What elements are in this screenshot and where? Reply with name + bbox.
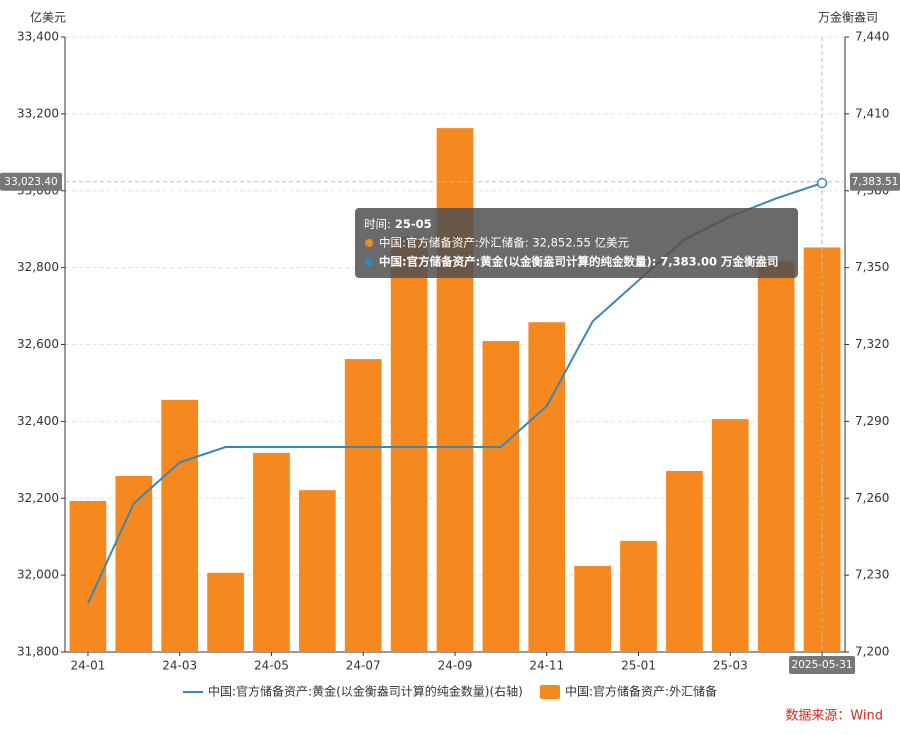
crosshair-y-label: 33,023.40	[4, 176, 57, 188]
bar	[253, 452, 290, 652]
y-tick-label: 32,800	[17, 260, 59, 274]
bar	[757, 261, 795, 652]
y2-axis-label: 万金衡盎司	[818, 10, 878, 25]
y2-tick-label: 7,200	[855, 645, 889, 659]
x-tick-label: 24-07	[346, 659, 381, 673]
tooltip-dot	[365, 239, 373, 247]
hover-marker	[816, 177, 828, 189]
x-tick-label: 25-01	[621, 659, 656, 673]
y2-tick-label: 7,260	[855, 491, 889, 505]
bar	[620, 540, 657, 652]
bar	[207, 572, 244, 652]
tooltip-time: 时间: 25-05	[364, 217, 432, 231]
x-tick-label: 24-05	[254, 659, 289, 673]
y2-tick-label: 7,410	[855, 106, 889, 120]
tooltip: 时间: 25-05 中国:官方储备资产:外汇储备: 32,852.55 亿美元中国:…	[355, 208, 798, 278]
x-tick-label: 25-03	[713, 659, 748, 673]
y-tick-label: 32,000	[17, 568, 59, 582]
bar	[344, 359, 382, 652]
y2-tick-label: 7,290	[855, 414, 889, 428]
legend-label: 中国:官方储备资产:黄金(以金衡盎司计算的纯金数量)(右轴)	[208, 684, 523, 699]
bar	[482, 341, 520, 652]
y2-tick-label: 7,350	[855, 260, 889, 274]
crosshair-y2-label: 7,383.51	[852, 176, 899, 188]
tooltip-time-label: 时间:	[364, 217, 391, 231]
x-tick-label: 24-11	[529, 659, 564, 673]
legend-label: 中国:官方储备资产:外汇储备	[565, 684, 717, 699]
tooltip-dot	[365, 258, 373, 266]
y2-tick-label: 7,320	[855, 337, 889, 351]
bar	[436, 128, 474, 653]
tooltip-time-value: 25-05	[395, 217, 432, 231]
crosshair-y2-box	[850, 172, 900, 191]
crosshair-y-box	[0, 172, 62, 191]
y-tick-label: 32,600	[17, 337, 59, 351]
tooltip-row: 中国:官方储备资产:外汇储备: 32,852.55 亿美元	[379, 236, 629, 250]
bar	[528, 322, 566, 652]
x-tick-label: 24-01	[71, 659, 106, 673]
bar	[711, 419, 749, 652]
tooltip-row: 中国:官方储备资产:黄金(以金衡盎司计算的纯金数量): 7,383.00 万金衡…	[379, 255, 779, 269]
bar	[666, 470, 703, 652]
y-tick-label: 32,400	[17, 414, 59, 428]
y2-tick-label: 7,440	[855, 30, 889, 44]
crosshair-x-label: 2025-05-31	[792, 659, 853, 671]
y-tick-label: 31,800	[17, 645, 59, 659]
y-tick-label: 33,400	[17, 30, 59, 44]
bar	[390, 236, 428, 652]
y-axis-label: 亿美元	[30, 10, 66, 25]
legend-bar-icon	[540, 685, 560, 699]
x-tick-label: 24-09	[438, 659, 473, 673]
bar	[299, 490, 336, 652]
bar	[161, 399, 199, 652]
y-tick-label: 33,200	[17, 106, 59, 120]
tooltip-box	[355, 208, 798, 278]
y-tick-label: 32,200	[17, 491, 59, 505]
crosshair-x-box	[789, 656, 856, 674]
x-tick-label: 24-03	[162, 659, 197, 673]
source: 数据来源：Wind	[785, 709, 883, 724]
bar	[574, 565, 611, 652]
y2-tick-label: 7,230	[855, 568, 889, 582]
